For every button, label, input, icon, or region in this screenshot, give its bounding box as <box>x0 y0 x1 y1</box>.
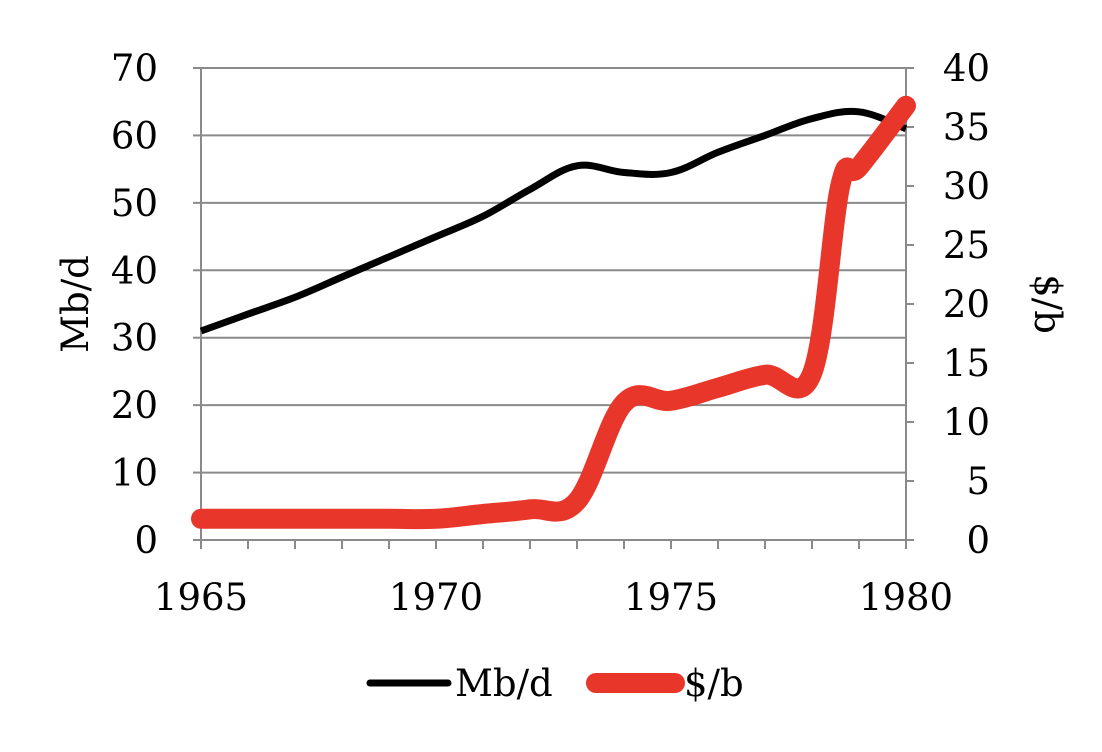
y2-tick-label: 35 <box>943 106 990 149</box>
y-tick-label: 60 <box>111 114 158 157</box>
legend-label-usd-b: $/b <box>684 662 744 705</box>
y2-tick-label: 30 <box>943 165 990 208</box>
y-tick-label: 50 <box>111 182 158 225</box>
series-line-mbd <box>199 107 908 335</box>
series-layer <box>191 95 916 530</box>
x-tick-label: 1965 <box>154 576 248 619</box>
y-axis-title: Mb/d <box>54 255 97 353</box>
y2-tick-label: 15 <box>943 342 990 385</box>
left-axis-ticks: 0 10 20 30 40 50 60 70 <box>111 47 201 562</box>
y-tick-label: 40 <box>111 249 158 292</box>
legend: Mb/d $/b <box>366 662 744 705</box>
y2-tick-label: 5 <box>966 460 990 503</box>
x-tick-label: 1975 <box>624 576 718 619</box>
y2-tick-label: 40 <box>943 47 990 90</box>
y2-tick-label: 10 <box>943 401 990 444</box>
y2-tick-label: 0 <box>966 519 990 562</box>
axes <box>200 68 907 541</box>
gridlines <box>201 67 906 541</box>
legend-item-usd-b: $/b <box>586 662 744 705</box>
x-tick-label: 1970 <box>389 576 483 619</box>
y2-axis-title: $/b <box>1026 274 1069 334</box>
y2-tick-label: 25 <box>943 224 990 267</box>
x-axis-ticks: 1965 1970 1975 1980 <box>154 540 953 619</box>
right-axis-ticks: 0 5 10 15 20 25 30 35 40 <box>906 47 990 562</box>
series-line-usd-per-barrel <box>191 95 916 530</box>
legend-label-mbd: Mb/d <box>455 662 553 705</box>
y-tick-label: 10 <box>111 452 158 495</box>
y-tick-label: 0 <box>134 519 158 562</box>
y-tick-label: 70 <box>111 47 158 90</box>
y-tick-label: 30 <box>111 317 158 360</box>
y-tick-label: 20 <box>111 384 158 427</box>
x-tick-label: 1980 <box>859 576 953 619</box>
legend-item-mbd: Mb/d <box>366 662 553 705</box>
y2-tick-label: 20 <box>943 283 990 326</box>
